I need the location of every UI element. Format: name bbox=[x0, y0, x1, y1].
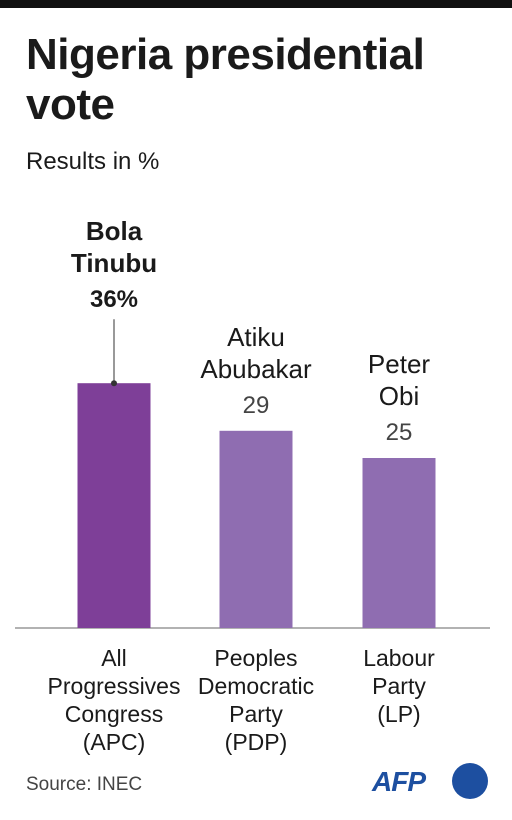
leader-dot bbox=[111, 380, 117, 387]
candidate-label: Bola Tinubu bbox=[70, 216, 158, 279]
logo: AFP bbox=[372, 766, 426, 797]
chart-title: Nigeria presidential vote bbox=[26, 30, 425, 129]
x-tick-label: Labour Party (LP) bbox=[363, 645, 435, 727]
chart-subtitle: Results in % bbox=[26, 148, 160, 175]
bar-annotation-group: Atiku Abubakar 29 bbox=[200, 321, 311, 421]
x-tick-label: Peoples Democratic Party (PDP) bbox=[197, 645, 315, 755]
value-label: 29 bbox=[242, 391, 270, 419]
top-bar bbox=[0, 0, 512, 8]
value-label: 36% bbox=[89, 286, 139, 314]
bar bbox=[77, 383, 151, 628]
value-label: 25 bbox=[385, 419, 413, 446]
x-tick-label: All Progressives Congress (APC) bbox=[47, 645, 181, 755]
candidate-label: Atiku Abubakar bbox=[200, 321, 312, 384]
logo-mark bbox=[452, 763, 488, 799]
bar-annotation-group: Peter Obi 25 bbox=[368, 348, 430, 448]
source: Source: INEC bbox=[26, 774, 143, 795]
bar bbox=[362, 458, 436, 628]
bar-annotation-group: Bola Tinubu 36% bbox=[71, 215, 157, 315]
candidate-label: Peter Obi bbox=[367, 349, 431, 411]
bar bbox=[219, 430, 293, 628]
